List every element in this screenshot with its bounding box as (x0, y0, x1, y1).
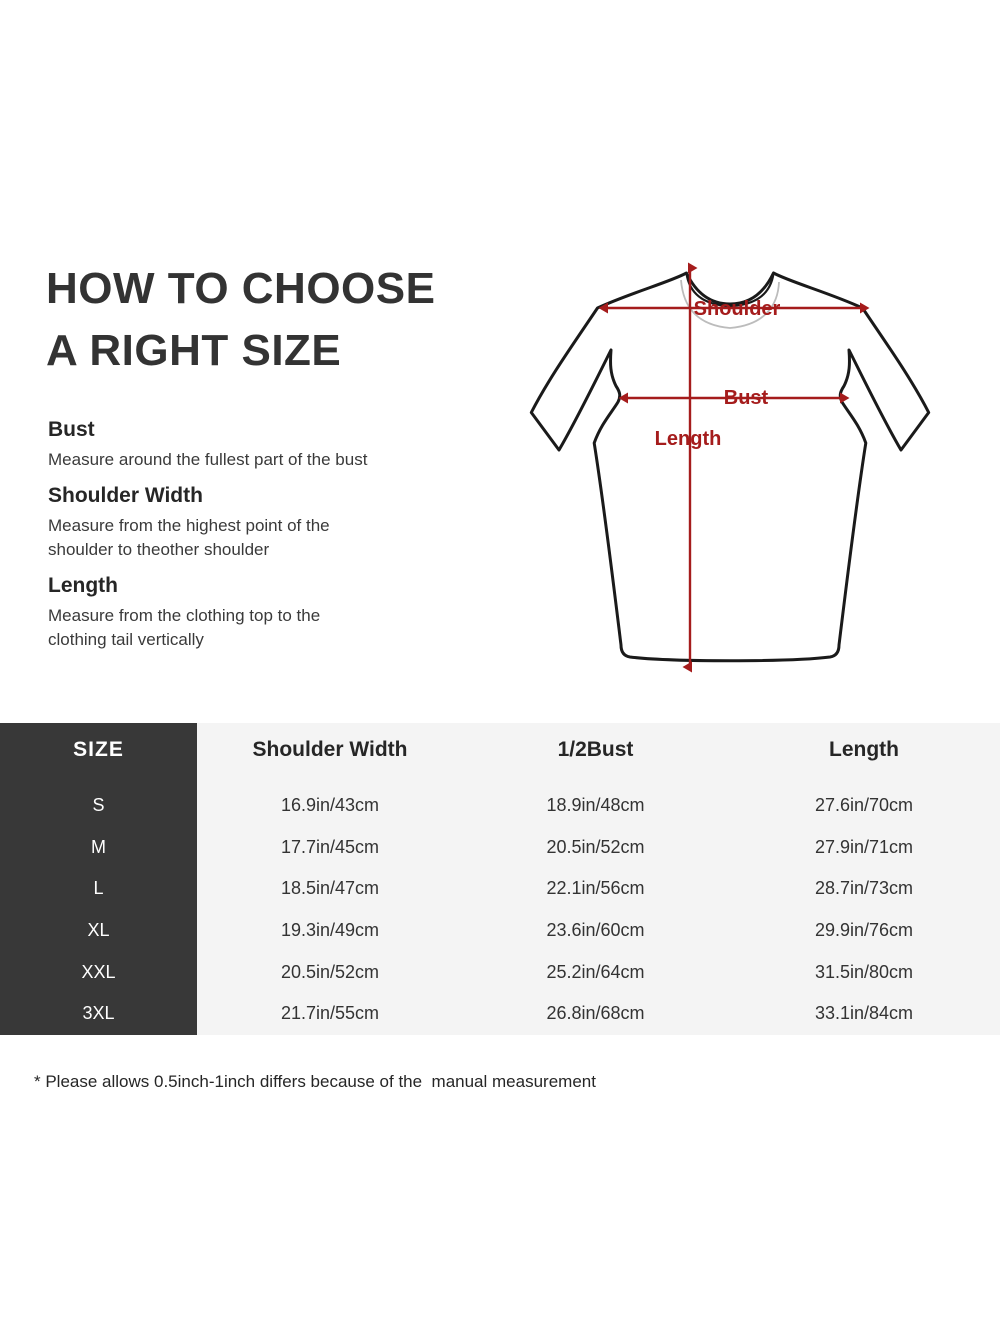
svg-text:Shoulder: Shoulder (694, 298, 781, 320)
svg-text:Bust: Bust (724, 387, 769, 409)
svg-text:Length: Length (655, 428, 722, 450)
